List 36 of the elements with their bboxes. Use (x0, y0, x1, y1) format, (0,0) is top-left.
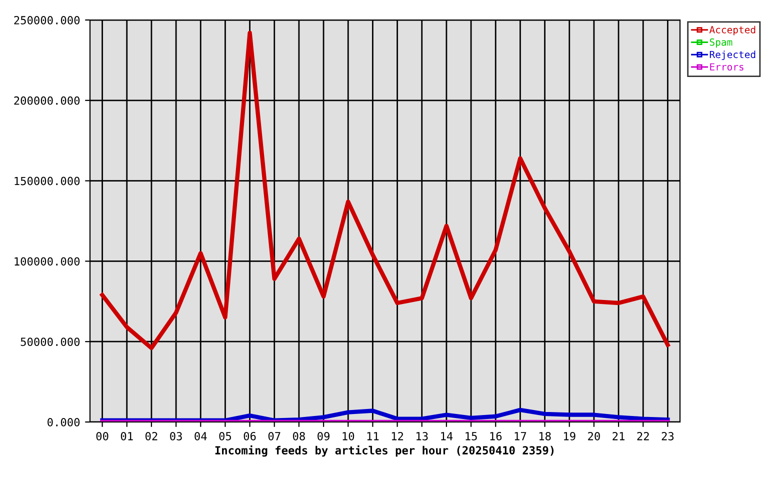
x-tick-label: 23 (662, 432, 674, 440)
x-tick-label: 21 (612, 432, 624, 440)
x-tick-label: 16 (490, 432, 502, 440)
x-tick-label: 05 (219, 432, 232, 440)
x-tick-label: 12 (392, 432, 404, 440)
x-tick-label: 06 (244, 432, 256, 440)
legend-label: Spam (710, 38, 732, 48)
x-axis-title: Incoming feeds by articles per hour (20250410 2359) (215, 445, 554, 457)
line-series (100, 30, 670, 350)
x-tick-label: 09 (318, 432, 330, 440)
legend-label: Rejected (710, 50, 756, 60)
x-tick-label: 22 (637, 432, 649, 440)
legend-label: Accepted (709, 26, 756, 36)
x-tick-label: 13 (416, 432, 428, 440)
y-tick-label: 150000.000 (14, 176, 80, 186)
y-tick-label: 200000.000 (14, 96, 80, 105)
legend-label: Errors (710, 63, 744, 71)
y-tick-label: 250000.000 (14, 16, 80, 24)
x-tick-label: 18 (539, 432, 551, 440)
x-tick-label: 00 (96, 432, 108, 440)
x-tick-label: 08 (292, 432, 305, 440)
x-tick-label: 20 (588, 432, 600, 440)
x-tick-label: 04 (194, 432, 207, 440)
x-tick-label: 15 (466, 432, 477, 440)
y-tick-label: 100000.000 (14, 257, 80, 266)
x-tick-label: 03 (170, 432, 182, 440)
x-tick-label: 11 (367, 432, 379, 440)
x-tick-label: 14 (441, 432, 453, 440)
x-tick-label: 17 (514, 432, 526, 440)
y-tick-label: 0.000 (48, 418, 80, 426)
x-tick-label: 10 (342, 432, 354, 440)
x-tick-label: 19 (564, 432, 576, 440)
x-tick-label: 07 (268, 432, 280, 440)
y-tick-label: 50000.000 (20, 338, 80, 346)
x-tick-label: 01 (120, 432, 133, 440)
x-tick-label: 02 (145, 432, 158, 440)
